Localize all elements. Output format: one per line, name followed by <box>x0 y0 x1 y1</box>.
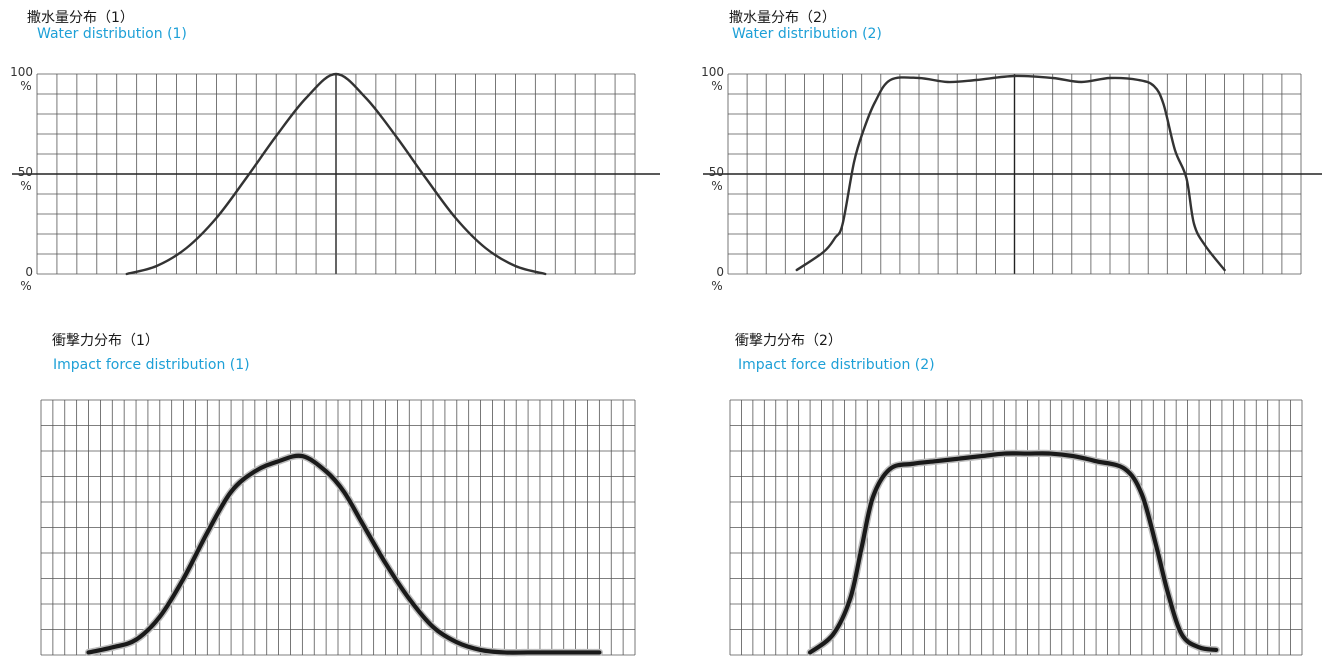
series-line-0 <box>86 453 602 655</box>
y-tick-label: 0 <box>25 265 33 279</box>
water-distribution-1-chart: 100%50%0% <box>10 65 660 293</box>
y-tick-unit: % <box>20 79 31 93</box>
grid <box>729 399 1303 656</box>
impact-force-1-panel: 衝撃力分布（1） Impact force distribution (1) <box>0 325 660 657</box>
chart-title-jp: 撒水量分布（1） <box>27 10 134 26</box>
chart-title-jp: 撒水量分布（2） <box>729 10 836 26</box>
series-line-0 <box>807 451 1219 655</box>
chart-title-jp: 衝撃力分布（1） <box>52 333 159 349</box>
chart-title-en: Impact force distribution (1) <box>53 357 250 373</box>
y-tick-unit: % <box>711 79 722 93</box>
y-tick-label: 100 <box>701 65 724 79</box>
series-halo <box>84 452 603 657</box>
chart-title-jp: 衝撃力分布（2） <box>735 333 842 349</box>
series-line-0 <box>125 72 547 276</box>
chart-title-en: Water distribution (1) <box>37 26 187 42</box>
impact-force-2-chart <box>729 399 1303 657</box>
y-tick-unit: % <box>711 179 722 193</box>
grid <box>703 73 1322 275</box>
y-tick-unit: % <box>711 279 722 293</box>
y-tick-label: 0 <box>716 265 724 279</box>
y-tick-label: 50 <box>18 165 33 179</box>
water-distribution-2-panel: 撒水量分布（2） Water distribution (2) 100% 50% 0… <box>660 0 1322 300</box>
water-distribution-2-chart: 100%50%0% <box>701 65 1322 293</box>
grid <box>12 73 660 275</box>
series-line-0 <box>795 74 1226 272</box>
y-tick-unit: % <box>20 179 31 193</box>
y-tick-unit: % <box>20 279 31 293</box>
water-distribution-1-panel: 撒水量分布（1） Water distribution (1) 100% 50% 0… <box>0 0 660 300</box>
impact-force-1-chart <box>40 399 636 657</box>
chart-title-en: Water distribution (2) <box>732 26 882 42</box>
y-tick-label: 100 <box>10 65 33 79</box>
grid <box>40 399 636 656</box>
impact-force-2-panel: 衝撃力分布（2） Impact force distribution (2) <box>660 325 1322 657</box>
y-tick-label: 50 <box>709 165 724 179</box>
chart-title-en: Impact force distribution (2) <box>738 357 935 373</box>
